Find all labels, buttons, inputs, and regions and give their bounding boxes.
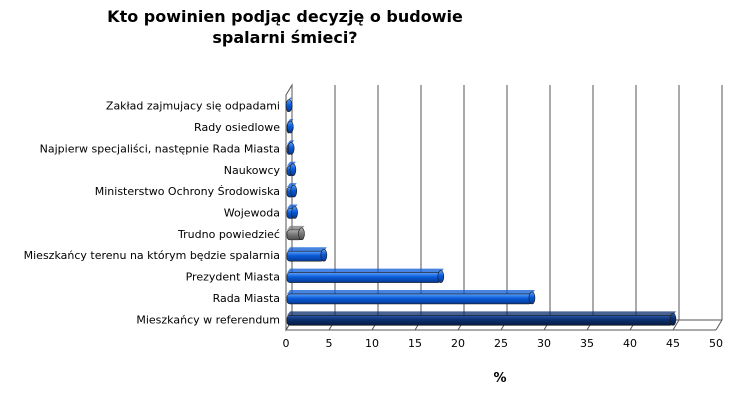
bar xyxy=(286,289,536,305)
bar xyxy=(286,119,294,134)
category-label: Mieszkańcy w referendum xyxy=(136,313,280,326)
x-tick-label: 45 xyxy=(666,337,680,350)
category-label: Rady osiedlowe xyxy=(194,121,280,134)
x-tick-label: 15 xyxy=(408,337,422,350)
bars xyxy=(285,97,677,326)
floor-line xyxy=(672,319,680,331)
category-label: Ministerstwo Ochrony Środowiska xyxy=(95,185,280,198)
bar xyxy=(286,311,677,326)
bar xyxy=(286,268,445,283)
category-label: Mieszkańcy terenu na którym będzie spala… xyxy=(24,249,280,262)
x-tick-label: 25 xyxy=(494,337,508,350)
x-axis-label: % xyxy=(493,371,506,386)
x-tick-label: 5 xyxy=(326,337,333,350)
x-tick-label: 50 xyxy=(709,337,723,350)
bar xyxy=(286,204,298,219)
category-label: Naukowcy xyxy=(224,164,281,177)
bar xyxy=(286,140,295,155)
x-tick-label: 35 xyxy=(580,337,594,350)
chart-title-line-1: Kto powinien podjąc decyzję o budowie xyxy=(107,7,463,26)
bar xyxy=(286,247,328,262)
category-label: Rada Miasta xyxy=(213,292,280,305)
x-tick-label: 10 xyxy=(365,337,379,350)
x-tick-label: 20 xyxy=(451,337,465,350)
bar xyxy=(285,97,293,112)
category-label: Zakład zajmujacy się odpadami xyxy=(106,100,280,113)
x-tick-labels: 0 5 10 15 20 25 30 35 40 45 50 xyxy=(283,337,724,350)
x-tick-label: 0 xyxy=(283,337,290,350)
bar xyxy=(286,161,297,177)
floor-line xyxy=(715,319,723,331)
category-label: Trudno powiedzieć xyxy=(177,228,280,241)
bar xyxy=(286,183,298,198)
x-tick-label: 40 xyxy=(623,337,637,350)
category-label: Najpierw specjaliści, następnie Rada Mia… xyxy=(40,142,280,155)
x-tick-label: 30 xyxy=(537,337,551,350)
chart-title: Kto powinien podjąc decyzję o budowie sp… xyxy=(60,6,510,48)
bar xyxy=(286,225,305,241)
category-labels: Zakład zajmujacy się odpadami Rady osiedl… xyxy=(24,100,281,327)
category-label: Prezydent Miasta xyxy=(186,271,280,284)
chart-title-line-2: spalarni śmieci? xyxy=(212,28,358,47)
category-label: Wojewoda xyxy=(224,207,280,220)
